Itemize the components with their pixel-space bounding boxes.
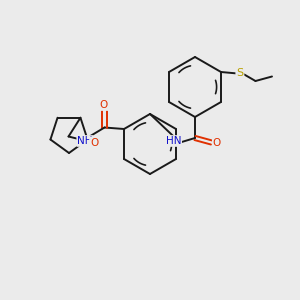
Text: S: S — [236, 68, 243, 79]
Text: O: O — [100, 100, 108, 110]
Text: O: O — [213, 137, 221, 148]
Text: HN: HN — [166, 136, 181, 146]
Text: O: O — [90, 137, 98, 148]
Text: NH: NH — [77, 136, 93, 146]
